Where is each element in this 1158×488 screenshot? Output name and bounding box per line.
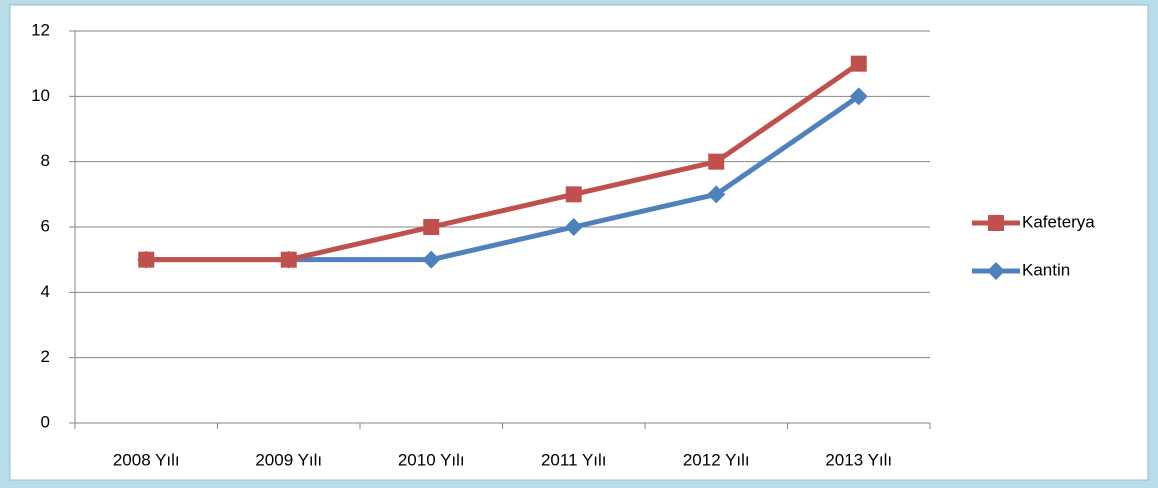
legend-label: Kafeterya (1022, 212, 1095, 231)
y-tick-label: 2 (41, 347, 50, 366)
legend-label: Kantin (1022, 260, 1070, 279)
marker (850, 55, 867, 72)
marker (138, 251, 155, 268)
y-tick-label: 12 (31, 20, 50, 39)
marker (565, 186, 582, 203)
marker (987, 262, 1005, 280)
marker (707, 185, 726, 204)
x-tick-label: 2012 Yılı (683, 450, 750, 469)
marker (564, 218, 583, 236)
marker (422, 250, 441, 269)
marker (708, 153, 725, 170)
x-tick-label: 2009 Yılı (255, 450, 322, 469)
x-tick-label: 2011 Yılı (541, 450, 607, 469)
x-tick-label: 2010 Yılı (398, 450, 465, 469)
marker (280, 251, 297, 268)
line (146, 61, 861, 263)
chart-area (9, 4, 1149, 481)
x-tick-label: 2008 Yılı (113, 450, 180, 469)
y-tick-label: 0 (41, 412, 50, 431)
y-tick-label: 6 (41, 216, 50, 235)
x-tick-label: 2013 Yılı (825, 450, 892, 469)
y-tick-label: 4 (41, 282, 50, 301)
marker (988, 215, 1004, 231)
marker (849, 87, 868, 106)
y-tick-label: 10 (31, 86, 50, 105)
y-tick-label: 8 (41, 151, 50, 170)
marker (423, 219, 440, 235)
